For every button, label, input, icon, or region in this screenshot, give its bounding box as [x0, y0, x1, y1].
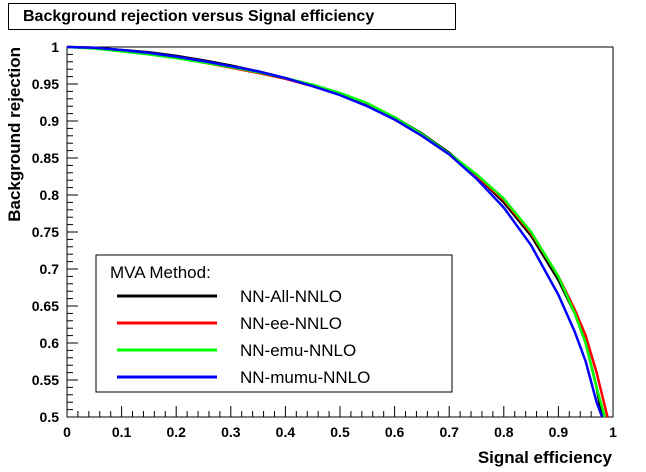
y-tick-label: 0.95 [32, 76, 59, 92]
x-tick-label: 0.1 [112, 424, 132, 440]
y-tick-label: 0.85 [32, 150, 59, 166]
y-tick-label: 0.65 [32, 298, 59, 314]
y-tick-label: 0.55 [32, 372, 59, 388]
x-tick-label: 1 [609, 424, 617, 440]
y-tick-label: 0.7 [40, 261, 60, 277]
legend: MVA Method: NN-All-NNLO NN-ee-NNLO NN-emu-… [95, 254, 453, 393]
x-tick-label: 0.9 [549, 424, 569, 440]
y-tick-label: 0.5 [40, 409, 60, 425]
legend-entry-label: NN-mumu-NNLO [240, 368, 370, 387]
y-tick-label: 0.9 [40, 113, 60, 129]
legend-title: MVA Method: [110, 263, 211, 282]
y-tick-label: 0.6 [40, 335, 60, 351]
x-tick-label: 0.8 [494, 424, 514, 440]
x-tick-label: 0.4 [276, 424, 296, 440]
x-tick-label: 0.5 [330, 424, 350, 440]
x-axis-label: Signal efficiency [478, 448, 613, 467]
chart-title: Background rejection versus Signal effic… [8, 3, 456, 30]
series-lines [66, 45, 609, 418]
series-line [66, 45, 604, 418]
legend-entry-label: NN-emu-NNLO [240, 341, 356, 360]
x-axis-ticks: 0 0.1 0.2 0.3 0.4 0.5 0.6 0.7 0.8 0.9 1 [63, 406, 617, 440]
x-tick-label: 0.7 [439, 424, 459, 440]
x-tick-label: 0.3 [221, 424, 241, 440]
y-axis-ticks: 0.5 0.55 0.6 0.65 0.7 0.75 0.8 0.85 0.9 0.95 1 [32, 39, 78, 425]
y-tick-label: 1 [51, 39, 59, 55]
y-axis-label: Background rejection [5, 47, 24, 222]
x-tick-label: 0.6 [385, 424, 405, 440]
y-tick-label: 0.8 [40, 187, 60, 203]
series-line [66, 45, 607, 418]
y-tick-label: 0.75 [32, 224, 59, 240]
x-tick-label: 0.2 [166, 424, 186, 440]
legend-entry-label: NN-ee-NNLO [240, 314, 342, 333]
legend-entry-label: NN-All-NNLO [240, 287, 342, 306]
x-tick-label: 0 [63, 424, 71, 440]
